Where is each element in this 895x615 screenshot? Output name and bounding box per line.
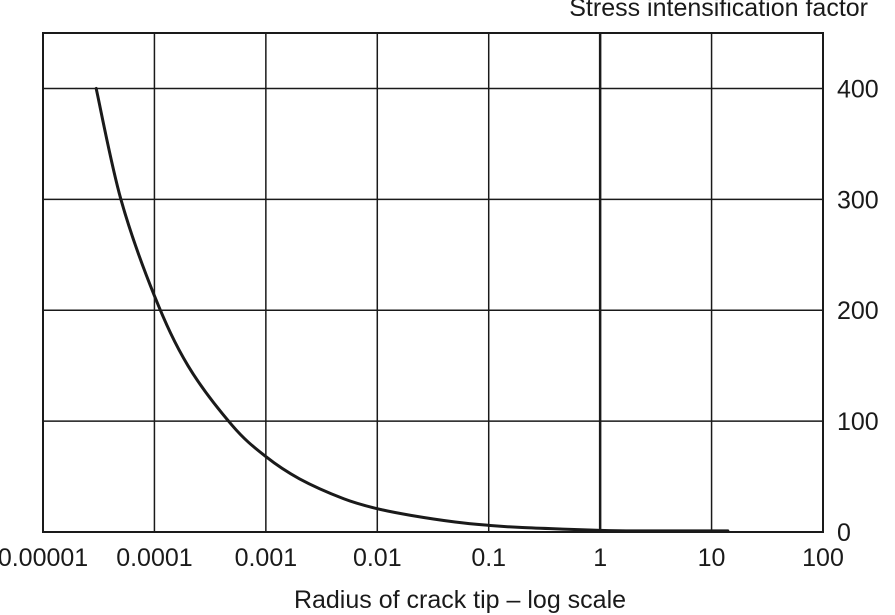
y-tick-label: 0	[837, 519, 851, 547]
x-tick-label: 0.1	[471, 544, 506, 572]
x-tick-label: 1	[593, 544, 607, 572]
x-tick-label: 0.0001	[116, 544, 192, 572]
plot-frame	[42, 32, 824, 533]
x-tick-label: 0.001	[235, 544, 298, 572]
x-tick-label: 100	[802, 544, 844, 572]
y-tick-label: 400	[837, 75, 879, 103]
x-axis-title: Radius of crack tip – log scale	[294, 586, 626, 614]
x-axis-ticks: 0.00001 0.0001 0.001 0.01 0.1 1 10 100	[0, 544, 844, 572]
y-tick-label: 300	[837, 186, 879, 214]
series-line	[94, 86, 730, 533]
y-tick-label: 100	[837, 408, 879, 436]
series-layer	[94, 86, 730, 533]
x-tick-label: 10	[698, 544, 726, 572]
grid	[43, 33, 823, 532]
x-tick-label: 0.00001	[0, 544, 88, 572]
y-axis-ticks: 0 100 200 300 400	[837, 75, 879, 547]
x-tick-label: 0.01	[353, 544, 402, 572]
y-axis-title: Stress intensification factor	[569, 0, 868, 22]
y-tick-label: 200	[837, 297, 879, 325]
